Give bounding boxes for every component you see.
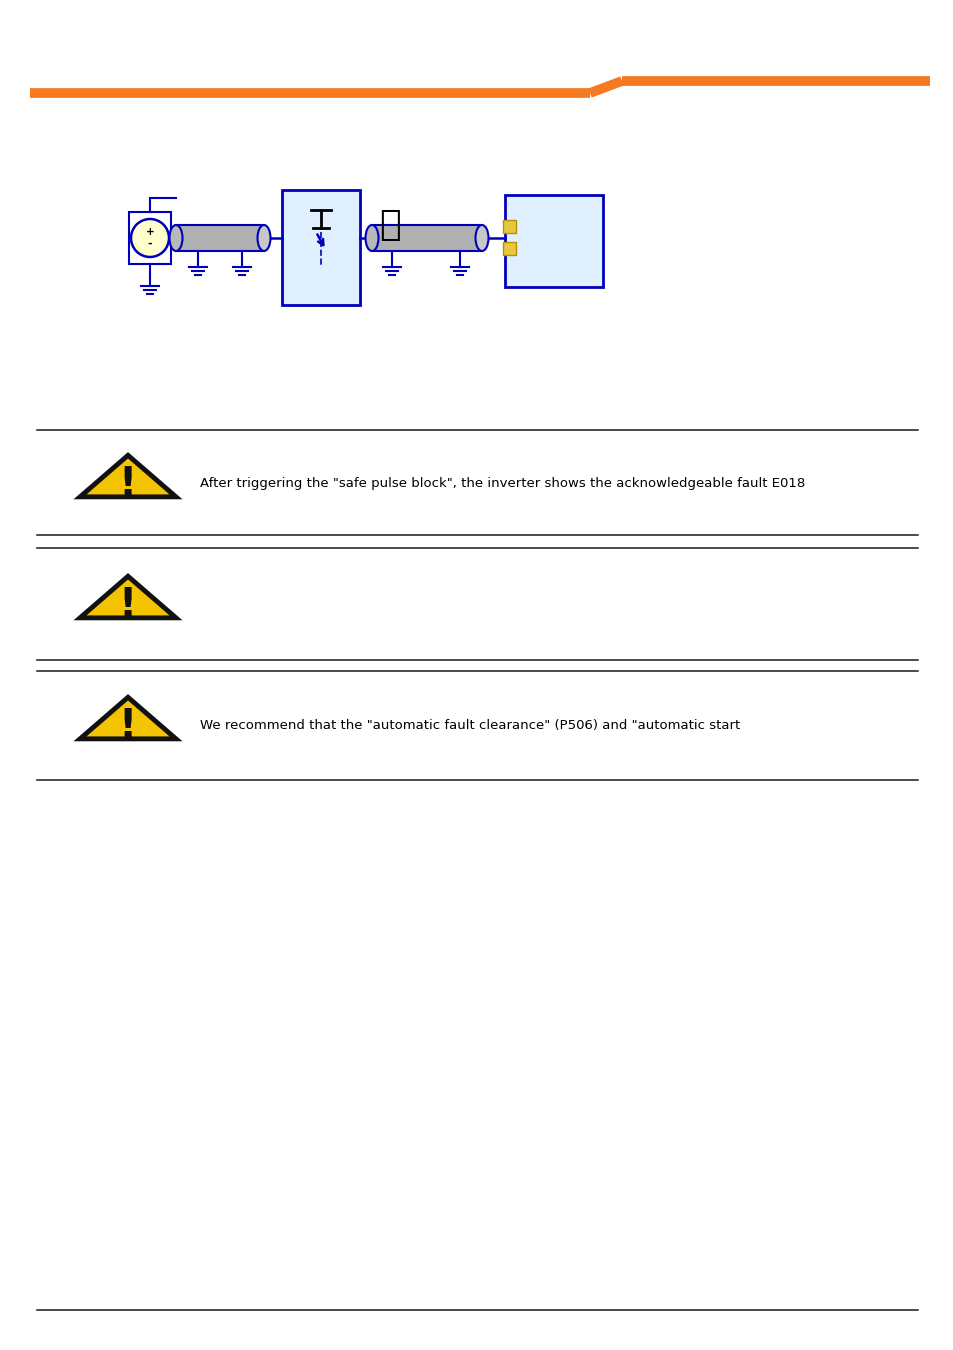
Text: +: + [146,227,154,238]
Ellipse shape [257,225,271,251]
Bar [175,225,264,251]
Polygon shape [80,576,175,618]
Bar [504,194,602,288]
Ellipse shape [170,225,182,251]
Polygon shape [80,455,175,497]
Bar [502,242,516,255]
Circle shape [131,219,169,256]
Text: !: ! [119,464,137,505]
Text: !: ! [119,586,137,626]
Text: We recommend that the "automatic fault clearance" (P506) and "automatic start: We recommend that the "automatic fault c… [200,718,740,732]
Bar [502,220,516,234]
Text: !: ! [119,707,137,747]
Polygon shape [80,698,175,738]
Bar [129,212,171,265]
Text: After triggering the "safe pulse block", the inverter shows the acknowledgeable : After triggering the "safe pulse block",… [200,477,804,490]
Bar [282,190,359,305]
Bar [372,225,481,251]
Text: ⚿: ⚿ [378,208,400,242]
Ellipse shape [365,225,378,251]
Ellipse shape [475,225,488,251]
Text: -: - [148,239,152,248]
